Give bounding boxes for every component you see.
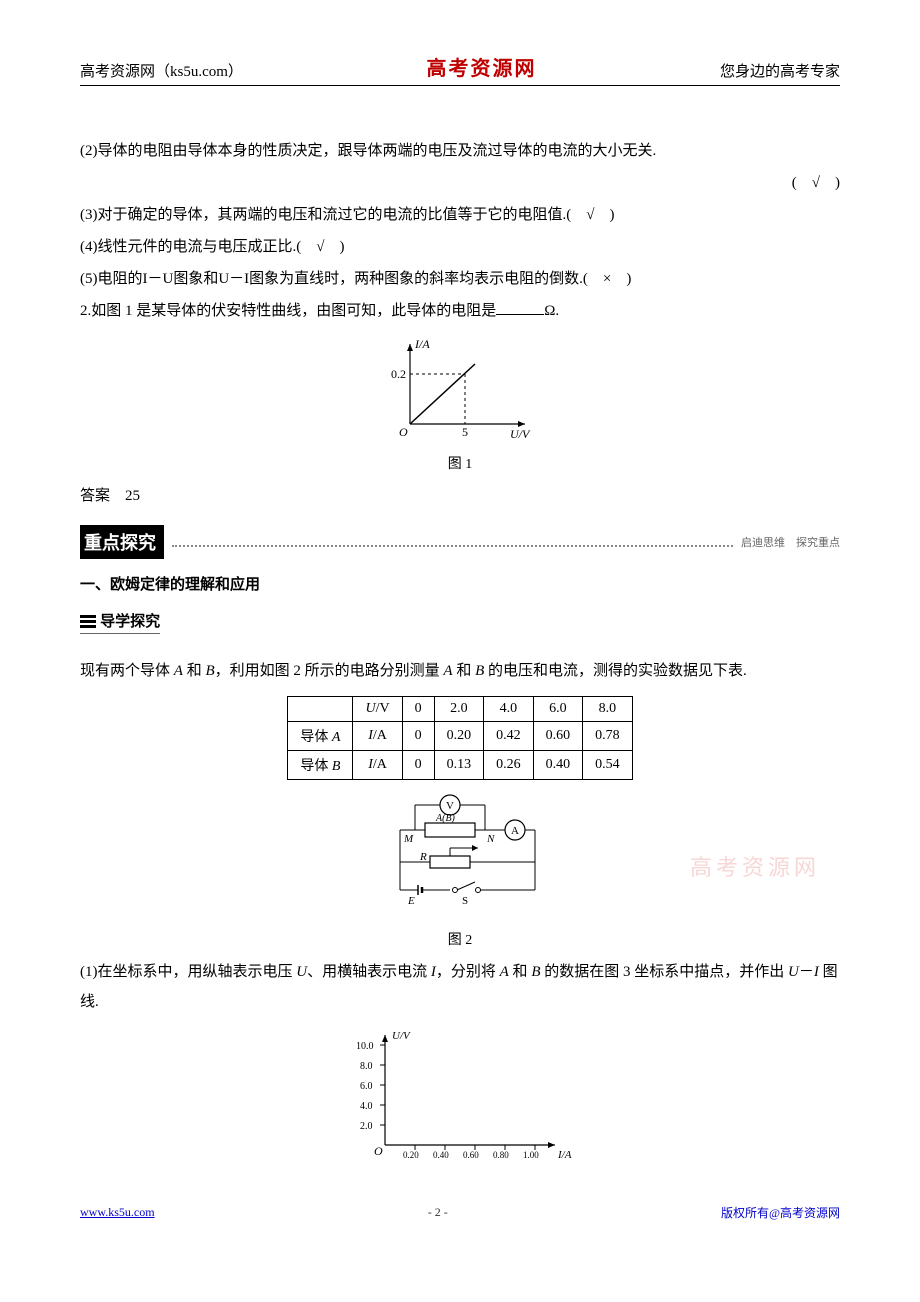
- answer-value: 25: [125, 488, 140, 504]
- figure-1-label: 图 1: [80, 453, 840, 473]
- fig3-xtick: 0.80: [493, 1150, 509, 1160]
- table-cell: 8.0: [583, 697, 633, 722]
- table-cell: 0: [402, 697, 434, 722]
- fig1-xtick: 5: [462, 425, 468, 439]
- header-left: 高考资源网（ks5u.com）: [80, 60, 243, 81]
- topic-1-subtitle-text: 导学探究: [100, 613, 160, 630]
- table-cell: 6.0: [533, 697, 583, 722]
- section-subtitle: 启迪思维 探究重点: [741, 534, 840, 550]
- table-cell: 4.0: [484, 697, 534, 722]
- page-footer: www.ks5u.com - 2 - 版权所有@高考资源网: [80, 1200, 840, 1221]
- question-2-suffix: Ω.: [544, 303, 559, 319]
- table-row: 导体 B I/A 0 0.13 0.26 0.40 0.54: [288, 751, 632, 780]
- footer-copyright: 版权所有@高考资源网: [721, 1204, 840, 1221]
- table-cell: 0.78: [583, 722, 633, 751]
- section-divider: [172, 545, 733, 547]
- fig3-ytick: 8.0: [360, 1061, 373, 1072]
- table-cell: U/V: [353, 697, 402, 722]
- fig2-rheostat-label: R: [419, 851, 427, 863]
- question-2-prefix: 2.如图 1 是某导体的伏安特性曲线，由图可知，此导体的电阻是: [80, 303, 496, 319]
- data-table: U/V 0 2.0 4.0 6.0 8.0 导体 A I/A 0 0.20 0.…: [287, 696, 632, 780]
- table-cell: 2.0: [434, 697, 484, 722]
- table-cell: 导体 B: [288, 751, 353, 780]
- fig3-xtick: 0.20: [403, 1150, 419, 1160]
- fig1-xaxis-label: U/V: [510, 427, 531, 441]
- footer-page-number: - 2 -: [428, 1205, 448, 1220]
- table-cell: 0.60: [533, 722, 583, 751]
- question-2: 2.如图 1 是某导体的伏安特性曲线，由图可知，此导体的电阻是 Ω.: [80, 296, 840, 326]
- footer-url[interactable]: www.ks5u.com: [80, 1205, 155, 1220]
- table-cell: I/A: [353, 751, 402, 780]
- fig3-ytick: 6.0: [360, 1081, 373, 1092]
- fig2-ammeter-label: A: [511, 825, 519, 837]
- fig2-switch-label: S: [462, 895, 468, 907]
- section-title: 重点探究: [80, 525, 164, 559]
- table-cell: 0.20: [434, 722, 484, 751]
- statement-4: (4)线性元件的电流与电压成正比.( √ ): [80, 232, 840, 262]
- fig2-node-m: M: [403, 833, 414, 845]
- fig2-voltmeter-label: V: [446, 800, 454, 812]
- fig1-origin: O: [399, 425, 408, 439]
- main-content: (2)导体的电阻由导体本身的性质决定，跟导体两端的电压及流过导体的电流的大小无关…: [80, 136, 840, 1170]
- table-cell: 0.40: [533, 751, 583, 780]
- page-header: 高考资源网（ks5u.com） 高考资源网 您身边的高考专家: [80, 52, 840, 86]
- fig1-ytick: 0.2: [391, 367, 406, 381]
- figure-2-label: 图 2: [80, 929, 840, 949]
- fig1-yaxis-label: I/A: [414, 337, 430, 351]
- table-cell: 0.13: [434, 751, 484, 780]
- table-header-row: U/V 0 2.0 4.0 6.0 8.0: [288, 697, 632, 722]
- topic-1-title: 一、欧姆定律的理解和应用: [80, 573, 840, 594]
- table-cell: 0.26: [484, 751, 534, 780]
- watermark: 高考资源网: [690, 850, 820, 882]
- answer-label: 答案: [80, 488, 110, 504]
- fig2-battery-label: E: [407, 895, 415, 907]
- statement-5: (5)电阻的I－U图象和U－I图象为直线时，两种图象的斜率均表示电阻的倒数.( …: [80, 264, 840, 294]
- topic-1-intro: 现有两个导体 A 和 B，利用如图 2 所示的电路分别测量 A 和 B 的电压和…: [80, 656, 840, 686]
- table-cell: 0.42: [484, 722, 534, 751]
- statement-3: (3)对于确定的导体，其两端的电压和流过它的电流的比值等于它的电阻值.( √ ): [80, 200, 840, 230]
- table-cell: 导体 A: [288, 722, 353, 751]
- fig2-resistor-label: A(B): [435, 813, 456, 824]
- table-cell: 0: [402, 722, 434, 751]
- table-cell: I/A: [353, 722, 402, 751]
- fig3-xtick: 0.60: [463, 1150, 479, 1160]
- fig3-xtick: 1.00: [523, 1150, 539, 1160]
- answer-line: 答案 25: [80, 481, 840, 511]
- fig3-xtick: 0.40: [433, 1150, 449, 1160]
- fig3-xaxis-label: I/A: [557, 1149, 572, 1161]
- bars-icon: [80, 615, 96, 630]
- question-1: (1)在坐标系中，用纵轴表示电压 U、用横轴表示电流 I，分别将 A 和 B 的…: [80, 957, 840, 1017]
- figure-1: 0.2 5 O I/A U/V 图 1: [80, 334, 840, 473]
- blank-input: [496, 300, 544, 315]
- statement-2-answer: ( √ ): [80, 168, 840, 198]
- fig3-yaxis-label: U/V: [392, 1030, 411, 1042]
- header-right: 您身边的高考专家: [720, 60, 840, 81]
- table-cell: 0.54: [583, 751, 633, 780]
- fig3-ytick: 2.0: [360, 1121, 373, 1132]
- topic-1-subtitle: 导学探究: [80, 610, 160, 634]
- fig3-ytick: 10.0: [356, 1041, 374, 1052]
- figure-3: 2.0 4.0 6.0 8.0 10.0 0.20 0.40 0.60 0.80…: [80, 1025, 840, 1170]
- table-cell: [288, 697, 353, 722]
- table-cell: 0: [402, 751, 434, 780]
- fig3-origin: O: [374, 1144, 383, 1158]
- statement-2: (2)导体的电阻由导体本身的性质决定，跟导体两端的电压及流过导体的电流的大小无关…: [80, 136, 840, 166]
- header-center-logo: 高考资源网: [426, 52, 536, 81]
- fig3-ytick: 4.0: [360, 1101, 373, 1112]
- fig2-node-n: N: [486, 833, 495, 845]
- section-header: 重点探究 启迪思维 探究重点: [80, 525, 840, 559]
- table-row: 导体 A I/A 0 0.20 0.42 0.60 0.78: [288, 722, 632, 751]
